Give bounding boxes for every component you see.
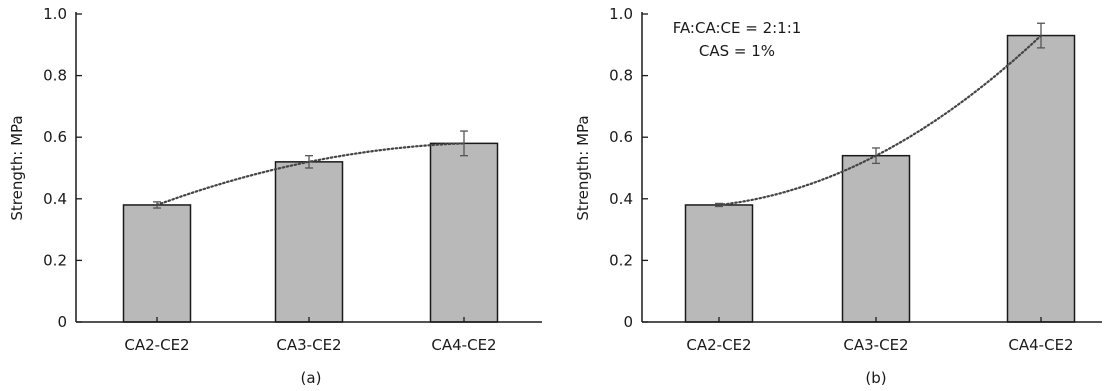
chart-1-bar-2: [1006, 34, 1076, 323]
chart-0-errorbar-2: [460, 130, 468, 157]
chart-0-ytick-label-4: 0.8: [43, 67, 67, 85]
chart-1-xtick-label-1: CA3-CE2: [843, 336, 908, 354]
chart-1-annotation-0: FA:CA:CE = 2:1:1: [673, 19, 802, 37]
chart-0-ylabel: Strength: MPa: [8, 115, 26, 220]
chart-1-panel-label: (b): [865, 369, 886, 387]
chart-0-panel: 0 0.2 0.4 0.6 0.8 1.0 CA2-CE2 CA3-CE2 CA4-CE2 Str…: [8, 5, 542, 387]
chart-1-ytick-label-1: 0.2: [609, 251, 633, 269]
chart-0-ytick-label-3: 0.6: [43, 128, 67, 146]
chart-0-bar-2: [429, 142, 499, 323]
chart-1-ytick-label-3: 0.6: [609, 128, 633, 146]
chart-0-trendline: [155, 142, 465, 207]
chart-0-bar-1: [274, 161, 344, 323]
chart-1-xtick-label-0: CA2-CE2: [686, 336, 751, 354]
chart-1-trendline: [717, 34, 1043, 207]
chart-1-bar-1: [841, 154, 911, 323]
chart-0-xtick-label-2: CA4-CE2: [431, 336, 496, 354]
chart-0-xtick-label-0: CA2-CE2: [124, 336, 189, 354]
chart-1-ytick-label-4: 0.8: [609, 67, 633, 85]
chart-1-annotation-1: CAS = 1%: [699, 42, 775, 60]
chart-1-ylabel: Strength: MPa: [574, 115, 592, 220]
chart-1-panel: 0 0.2 0.4 0.6 0.8 1.0 CA2-CE2 CA3-CE2 CA4-CE2 Str…: [574, 5, 1102, 387]
chart-1-ytick-label-5: 1.0: [609, 5, 633, 23]
chart-1-xtick-label-2: CA4-CE2: [1008, 336, 1073, 354]
chart-0-ytick-label-5: 1.0: [43, 5, 67, 23]
chart-1-bar-0: [684, 204, 754, 323]
chart-0-ytick-label-1: 0.2: [43, 251, 67, 269]
chart-0-bar-0: [122, 204, 192, 323]
chart-0-xtick-label-1: CA3-CE2: [276, 336, 341, 354]
chart-0-ytick-label-2: 0.4: [43, 190, 67, 208]
chart-0-ytick-label-0: 0: [57, 313, 67, 331]
chart-1-ytick-label-0: 0: [623, 313, 633, 331]
chart-1-ytick-label-2: 0.4: [609, 190, 633, 208]
chart-0-panel-label: (a): [301, 369, 322, 387]
